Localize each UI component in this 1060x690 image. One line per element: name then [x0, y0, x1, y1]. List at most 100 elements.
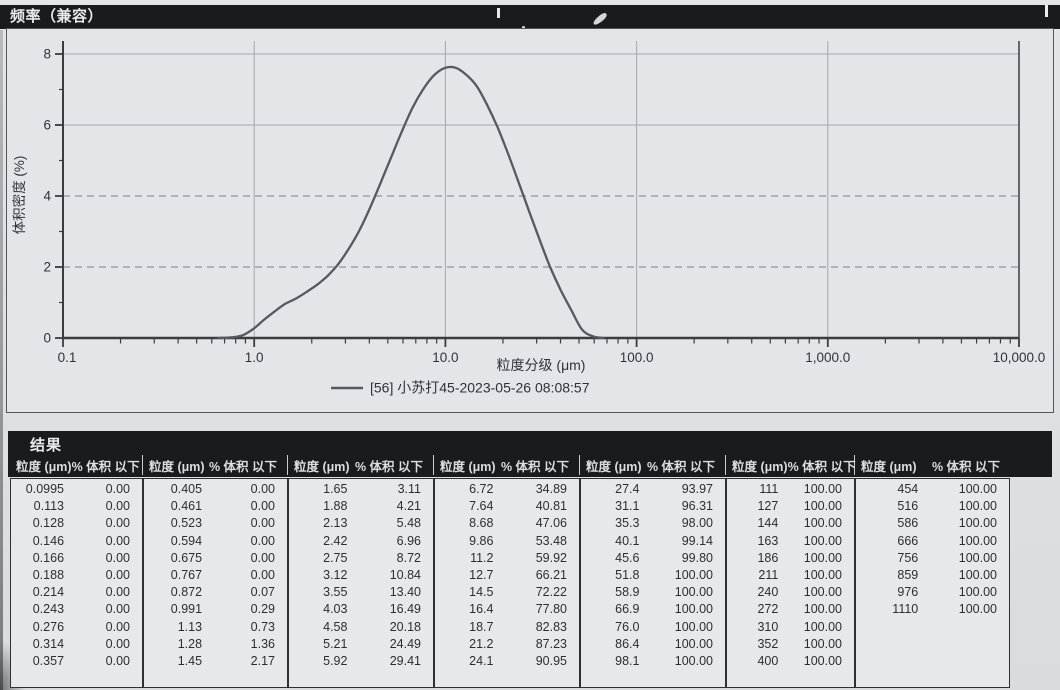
- percent-below-value: 100.00: [958, 516, 997, 531]
- percent-below-column-label: % 体积 以下: [646, 459, 715, 474]
- percent-below-value: 4.21: [396, 499, 421, 514]
- y-tick-label: 6: [43, 118, 51, 133]
- table-row: 18.7 82.83: [435, 619, 579, 636]
- table-row: 240 100.00: [727, 584, 854, 601]
- table-row: 272 100.00: [727, 601, 854, 618]
- table-row: 12.7 66.21: [435, 567, 579, 584]
- size-value: 98.1: [615, 653, 640, 668]
- table-row: 0.243 0.00: [11, 601, 142, 618]
- table-row: 98.1 100.00: [581, 653, 725, 670]
- size-column-label: 粒度 (μm): [861, 459, 917, 474]
- section-title-frequency: 频率（兼容）: [0, 5, 1060, 29]
- percent-below-value: 72.22: [535, 585, 567, 600]
- percent-below-column-label: % 体积 以下: [931, 459, 1000, 474]
- size-value: 0.0995: [25, 482, 65, 496]
- size-value: 756: [897, 550, 919, 565]
- size-value: 1110: [892, 602, 919, 617]
- percent-below-value: 0.00: [105, 602, 130, 617]
- results-group-box: 27.4 93.97 31.1 96.31 35.3 98.00 40.1 99.14 45.6…: [580, 478, 726, 688]
- size-value: 6.72: [469, 482, 494, 496]
- size-value: 586: [897, 516, 919, 531]
- size-value: 16.4: [469, 602, 494, 617]
- percent-below-value: 40.81: [535, 499, 567, 514]
- size-column-label: 粒度 (μm): [149, 459, 205, 474]
- percent-below-value: 13.40: [389, 585, 421, 600]
- percent-below-value: 87.23: [535, 636, 567, 651]
- percent-below-value: 0.00: [105, 619, 130, 634]
- table-row: 0.146 0.00: [11, 533, 142, 550]
- percent-below-value: 100.00: [803, 567, 842, 582]
- size-value: 2.42: [323, 533, 348, 548]
- size-value: 0.405: [170, 482, 203, 496]
- size-value: 0.523: [170, 516, 203, 531]
- table-row: 6.72 34.89: [435, 481, 579, 498]
- x-tick-label: 100.0: [620, 350, 654, 365]
- percent-below-value: 99.80: [681, 550, 713, 565]
- frequency-curve: [217, 65, 605, 340]
- size-value: 8.68: [469, 516, 494, 531]
- percent-below-value: 100.00: [674, 585, 713, 600]
- percent-below-value: 53.48: [535, 533, 567, 548]
- table-row: 586 100.00: [856, 515, 1009, 532]
- table-row: 4.58 20.18: [289, 619, 433, 636]
- size-value: 352: [757, 636, 779, 651]
- table-row: 66.9 100.00: [581, 601, 725, 618]
- size-value: 454: [897, 482, 919, 496]
- table-row: 1110 100.00: [856, 601, 1009, 618]
- particle-size-distribution-chart: 0 2 4 6 8 0.1 1.0 10.0 100.0 1,000.0 10,000.0 粒度分级 …: [11, 41, 1045, 396]
- size-value: 144: [757, 516, 779, 531]
- percent-below-value: 0.73: [250, 619, 275, 634]
- legend-label: [56] 小苏打45-2023-05-26 08:08:57: [370, 380, 590, 396]
- percent-below-value: 100.00: [674, 653, 713, 668]
- table-row: 16.4 77.80: [435, 601, 579, 618]
- percent-below-value: 100.00: [803, 602, 842, 617]
- column-header-group: 粒度 (μm)% 体积 以下: [726, 455, 856, 475]
- percent-below-value: 100.00: [803, 585, 842, 600]
- size-value: 0.357: [32, 653, 65, 668]
- percent-below-value: 100.00: [958, 602, 997, 617]
- table-row: 8.68 47.06: [435, 515, 579, 532]
- size-value: 86.4: [615, 636, 640, 651]
- percent-below-value: 0.00: [105, 585, 130, 600]
- table-row: 0.357 0.00: [11, 653, 142, 670]
- size-value: 310: [757, 619, 779, 634]
- percent-below-value: 5.48: [396, 516, 421, 531]
- table-row: 35.3 98.00: [581, 515, 725, 532]
- table-row: 2.13 5.48: [289, 515, 433, 532]
- size-value: 5.92: [323, 653, 348, 668]
- table-row: 5.92 29.41: [289, 653, 433, 670]
- percent-below-value: 24.49: [389, 636, 421, 651]
- percent-below-value: 0.00: [105, 499, 130, 514]
- table-row: 0.314 0.00: [11, 636, 142, 653]
- table-row: 0.128 0.00: [11, 515, 142, 532]
- column-header-group: 粒度 (μm)% 体积 以下: [288, 455, 434, 475]
- table-row: 5.21 24.49: [289, 636, 433, 653]
- percent-below-value: 100.00: [803, 499, 842, 514]
- percent-below-value: 0.00: [105, 550, 130, 565]
- size-value: 12.7: [469, 567, 494, 582]
- table-row: 0.214 0.00: [11, 584, 142, 601]
- percent-below-value: 0.00: [250, 550, 275, 565]
- table-row: 0.461 0.00: [144, 498, 287, 515]
- table-row: 24.1 90.95: [435, 653, 579, 670]
- size-value: 0.767: [170, 567, 203, 582]
- size-value: 11.2: [470, 550, 494, 565]
- size-value: 7.64: [469, 499, 494, 514]
- percent-below-value: 90.95: [535, 653, 567, 668]
- table-row: 2.42 6.96: [289, 533, 433, 550]
- size-value: 1.45: [177, 653, 203, 668]
- percent-below-value: 0.00: [105, 482, 130, 496]
- table-row: 1.28 1.36: [144, 636, 287, 653]
- percent-below-value: 0.00: [105, 567, 130, 582]
- percent-below-value: 34.89: [535, 482, 567, 496]
- size-value: 127: [757, 499, 779, 514]
- percent-below-value: 77.80: [535, 602, 567, 617]
- percent-below-value: 100.00: [803, 653, 842, 668]
- size-value: 24.1: [469, 653, 494, 668]
- table-row: 21.2 87.23: [435, 636, 579, 653]
- size-value: 9.86: [469, 533, 494, 548]
- y-tick-label: 2: [43, 260, 51, 275]
- size-value: 400: [757, 653, 779, 668]
- table-row: 0.0995 0.00: [11, 481, 142, 498]
